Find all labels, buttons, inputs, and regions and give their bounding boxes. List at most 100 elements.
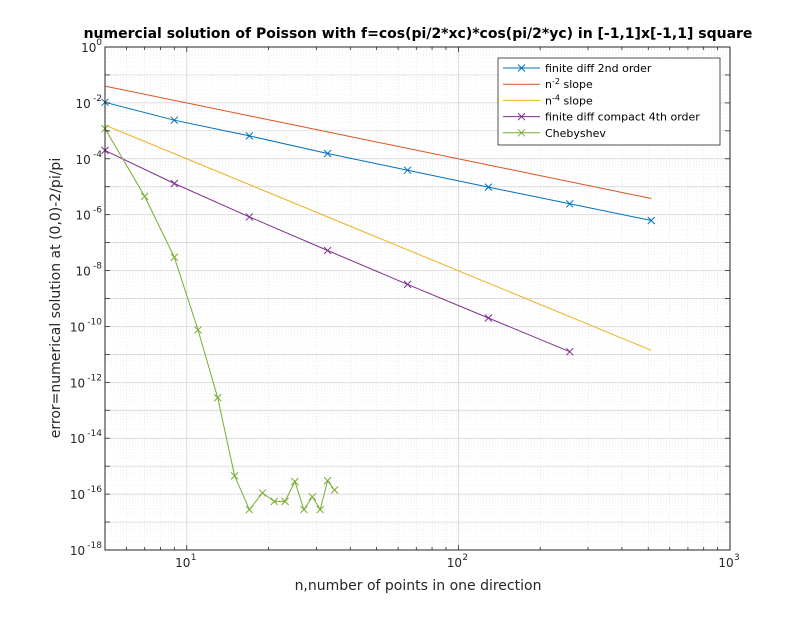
y-tick-label-base: 10: [76, 153, 91, 167]
legend-item: finite diff compact 4th order: [503, 111, 700, 124]
y-tick-label-base: 10: [81, 41, 96, 55]
y-tick-label-exponent: -4: [93, 150, 102, 160]
axis-ticks: [105, 46, 731, 551]
data-point-marker: [323, 476, 332, 485]
x-tick-label-base: 10: [175, 556, 190, 570]
data-point-marker: [403, 280, 412, 289]
legend-label-text: finite diff compact 4th order: [545, 111, 700, 124]
y-tick-label-base: 10: [70, 544, 85, 558]
legend-label: finite diff compact 4th order: [545, 111, 700, 124]
y-tick-label-exponent: -6: [93, 206, 102, 216]
x-tick-label-exponent: 1: [191, 553, 197, 563]
legend-label: finite diff 2nd order: [545, 62, 652, 75]
x-tick-label-base: 10: [718, 556, 733, 570]
data-point-marker: [565, 347, 574, 356]
data-point-marker: [281, 497, 289, 506]
data-point-marker: [270, 497, 279, 506]
y-tick-label-exponent: -2: [93, 94, 102, 104]
data-point-marker: [484, 314, 493, 322]
legend-label-exponent: -2: [552, 77, 560, 86]
legend-label: n-4 slope: [545, 93, 593, 108]
legend-item: Chebyshev: [503, 127, 606, 140]
y-tick-label-exponent: -14: [87, 429, 102, 439]
data-point-marker: [647, 216, 656, 225]
y-tick-label: -210: [76, 94, 102, 111]
series-line: [104, 101, 652, 221]
legend-item: n-2 slope: [503, 77, 593, 92]
y-tick-label: -410: [76, 150, 103, 167]
data-point-marker: [140, 192, 149, 201]
data-point-marker: [308, 492, 317, 501]
y-tick-label: 010: [81, 38, 102, 55]
legend-label-text: n: [545, 94, 552, 107]
y-tick-label-base: 10: [70, 488, 85, 502]
series-3: [101, 146, 574, 356]
data-point-marker: [300, 505, 308, 514]
data-point-marker: [245, 213, 254, 221]
legend-marker: [517, 64, 526, 72]
legend-label-text: n: [545, 78, 552, 91]
legend-item: finite diff 2nd order: [503, 62, 652, 75]
data-point-marker: [330, 486, 339, 494]
series-0: [101, 98, 656, 225]
y-tick-label-base: 10: [70, 376, 85, 390]
legend-label: n-2 slope: [545, 77, 593, 92]
y-tick-label-exponent: -8: [93, 262, 102, 272]
x-tick-label-exponent: 2: [462, 553, 468, 563]
legend-marker: [517, 112, 526, 121]
y-tick-label-exponent: -16: [87, 485, 102, 495]
x-axis-label: n,number of points in one direction: [295, 578, 542, 594]
data-point-marker: [230, 472, 239, 480]
series-line: [104, 128, 335, 511]
minor-grid: [105, 47, 730, 550]
data-point-marker: [213, 393, 222, 402]
legend-box: [497, 57, 721, 146]
y-tick-label-base: 10: [76, 97, 91, 111]
series-4: [101, 124, 339, 514]
data-point-marker: [258, 489, 267, 497]
data-point-marker: [170, 116, 179, 125]
x-tick-label-exponent: 3: [734, 553, 740, 563]
legend-label-text: Chebyshev: [545, 127, 606, 140]
data-point-marker: [403, 166, 412, 175]
data-point-marker: [323, 246, 332, 255]
series-layer: [101, 85, 656, 514]
y-tick-label-exponent: 0: [96, 38, 102, 48]
y-tick-label-exponent: -12: [87, 373, 102, 383]
legend-marker: [517, 128, 526, 137]
data-point-marker: [245, 132, 254, 140]
y-tick-label-base: 10: [76, 265, 91, 279]
y-tick-label-base: 10: [70, 432, 85, 446]
y-tick-label: -610: [76, 206, 103, 223]
x-tick-label: 10 3: [718, 553, 739, 570]
y-tick-label: -810: [76, 262, 103, 279]
data-point-marker: [170, 179, 179, 188]
series-line: [104, 124, 652, 351]
y-axis-label: error=numerical solution at (0,0)-2/pi/p…: [48, 158, 64, 438]
tick-labels: 10 1 10 2 10 3-1810-1610-1410-1210-1010-810-6…: [70, 38, 740, 570]
legend-label-exponent: -4: [552, 93, 560, 102]
data-point-marker: [565, 199, 574, 208]
data-point-marker: [170, 253, 179, 262]
y-tick-label-base: 10: [76, 209, 91, 223]
x-tick-label: 10 1: [175, 553, 196, 570]
data-point-marker: [245, 505, 254, 514]
chart-title: numercial solution of Poisson with f=cos…: [84, 26, 753, 42]
data-point-marker: [290, 477, 299, 486]
y-tick-label-base: 10: [70, 320, 85, 334]
series-1: [104, 85, 652, 199]
legend-item: n-4 slope: [503, 93, 593, 108]
data-point-marker: [194, 326, 202, 334]
series-line: [104, 85, 652, 199]
x-tick-label: 10 2: [447, 553, 468, 570]
legend-label-text: slope: [560, 94, 593, 107]
data-point-marker: [323, 149, 332, 158]
data-point-marker: [484, 183, 493, 191]
